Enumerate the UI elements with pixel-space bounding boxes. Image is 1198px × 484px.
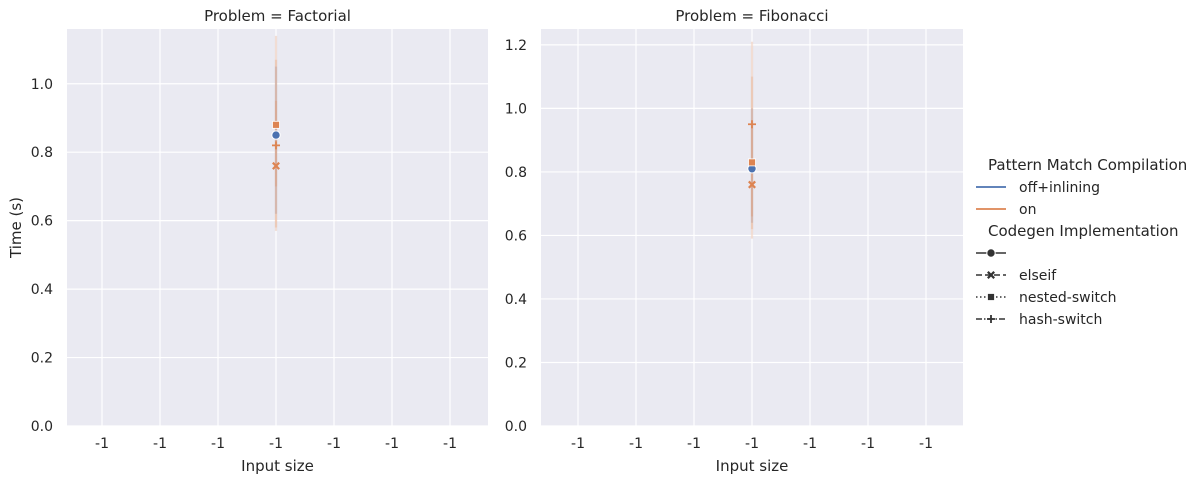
legend-style-title: Codegen Implementation	[988, 222, 1179, 240]
point-elseif	[272, 161, 280, 170]
y-tick-label: 0.6	[31, 214, 53, 230]
legend-marker-circle	[986, 248, 996, 258]
point-hash-switch	[272, 141, 280, 150]
legend-marker-plus	[987, 315, 995, 323]
legend-label: hash-switch	[1019, 312, 1102, 328]
point-nested-switch	[748, 158, 756, 167]
y-tick-label: 0.2	[31, 351, 53, 367]
legend-label: off+inlining	[1019, 180, 1100, 196]
y-tick-label: 1.0	[505, 101, 527, 117]
legend: Pattern Match Compilation off+inlining on C…	[976, 156, 1187, 328]
panel-background	[67, 29, 488, 426]
y-tick-label: 0.6	[505, 228, 527, 244]
y-tick-label: 1.2	[505, 38, 527, 54]
y-tick-label: 0.8	[505, 165, 527, 181]
x-tick-label: -1	[211, 436, 225, 452]
legend-marker-square	[987, 293, 995, 301]
panel-2: 0.0 0.2 0.4 0.6 0.8 1.0 1.2 -1 -1 -1 -1 -1 -1 -1 Probl…	[505, 7, 963, 475]
y-tick-label: 0.0	[505, 419, 527, 435]
legend-label: on	[1019, 202, 1036, 218]
legend-marker-x	[987, 271, 995, 279]
x-tick-label: -1	[153, 436, 167, 452]
x-axis-label: Input size	[716, 457, 789, 475]
x-tick-label: -1	[803, 436, 817, 452]
x-tick-label: -1	[687, 436, 701, 452]
y-tick-label: 0.4	[505, 292, 527, 308]
x-tick-label: -1	[919, 436, 933, 452]
y-tick-label: 0.2	[505, 355, 527, 371]
x-tick-label: -1	[861, 436, 875, 452]
legend-label: elseif	[1019, 268, 1057, 284]
y-tick-label: 0.4	[31, 282, 53, 298]
panel-title: Problem = Factorial	[204, 7, 351, 25]
x-tick-label: -1	[571, 436, 585, 452]
panel-title: Problem = Fibonacci	[675, 7, 828, 25]
panel-1: 0.0 0.2 0.4 0.6 0.8 1.0 -1 -1 -1 -1 -1 -1 -1 Problem …	[7, 7, 488, 475]
x-tick-label: -1	[745, 436, 759, 452]
x-tick-label: -1	[95, 436, 109, 452]
x-tick-label: -1	[327, 436, 341, 452]
x-tick-label: -1	[269, 436, 283, 452]
x-tick-label: -1	[629, 436, 643, 452]
legend-label: nested-switch	[1019, 290, 1117, 306]
x-tick-label: -1	[443, 436, 457, 452]
y-tick-label: 0.8	[31, 145, 53, 161]
y-tick-label: 0.0	[31, 419, 53, 435]
y-axis-label: Time (s)	[7, 197, 25, 259]
x-tick-label: -1	[385, 436, 399, 452]
point-nested-switch	[272, 120, 280, 129]
point-default	[271, 130, 281, 140]
point-elseif	[748, 180, 756, 189]
y-tick-label: 1.0	[31, 77, 53, 93]
x-axis-label: Input size	[241, 457, 314, 475]
legend-hue-title: Pattern Match Compilation	[988, 156, 1187, 174]
point-hash-switch	[748, 120, 756, 129]
